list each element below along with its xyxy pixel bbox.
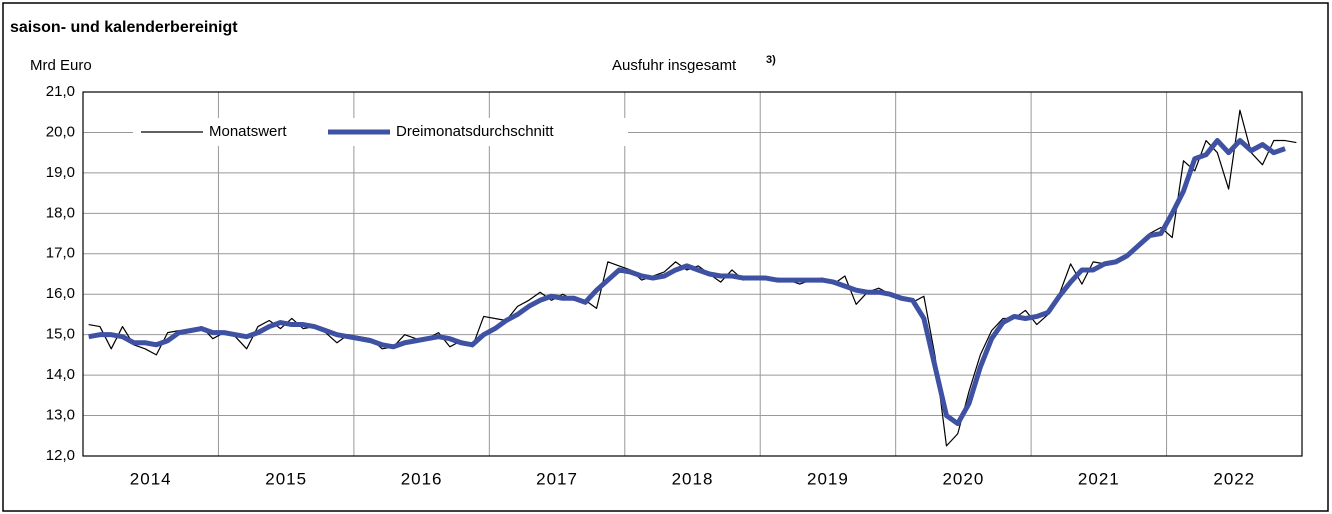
x-tick-label: 2020 xyxy=(942,469,984,488)
y-tick-label: 16,0 xyxy=(46,285,75,302)
chart-subtitle: saison- und kalenderbereinigt xyxy=(10,19,238,36)
series-line xyxy=(88,138,1286,427)
title-note: 3) xyxy=(766,54,776,66)
x-tick-label: 2015 xyxy=(265,469,307,488)
y-tick-label: 14,0 xyxy=(46,366,75,383)
y-tick-label: 20,0 xyxy=(46,123,75,140)
y-tick-label: 17,0 xyxy=(46,245,75,262)
x-tick-label: 2022 xyxy=(1213,469,1255,488)
y-tick-label: 15,0 xyxy=(46,326,75,343)
x-tick-label: 2021 xyxy=(1078,469,1120,488)
plot-border xyxy=(82,91,1303,457)
x-tick-label: 2017 xyxy=(536,469,578,488)
legend-label: Monatswert xyxy=(209,123,287,140)
chart-title: Ausfuhr insgesamt xyxy=(612,57,737,74)
legend-label: Dreimonatsdurchschnitt xyxy=(396,123,554,140)
x-tick-label: 2016 xyxy=(401,469,443,488)
y-tick-label: 19,0 xyxy=(46,164,75,181)
x-tick-label: 2019 xyxy=(807,469,849,488)
y-tick-label: 12,0 xyxy=(46,447,75,464)
x-tick-label: 2018 xyxy=(672,469,714,488)
y-tick-label: 18,0 xyxy=(46,204,75,221)
y-tick-label: 13,0 xyxy=(46,407,75,424)
y-tick-label: 21,0 xyxy=(46,83,75,100)
y-axis-label: Mrd Euro xyxy=(30,57,92,74)
x-tick-label: 2014 xyxy=(130,469,172,488)
